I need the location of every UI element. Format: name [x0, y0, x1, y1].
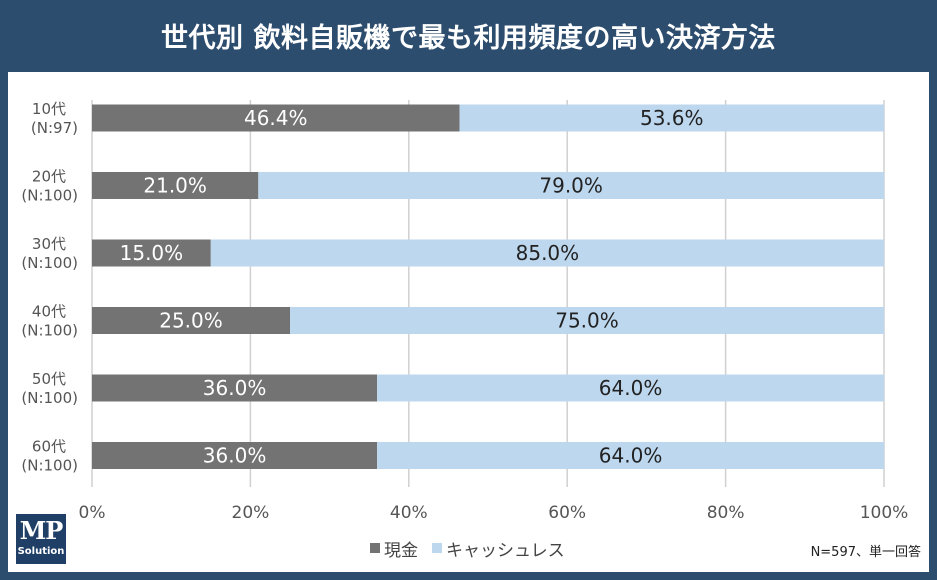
legend: 現金 キャッシュレス	[370, 536, 565, 561]
legend-label-cashless: キャッシュレス	[446, 540, 565, 561]
legend-swatch-cashless	[432, 543, 442, 553]
x-tick-label: 40%	[390, 503, 428, 523]
bar-segment	[459, 104, 884, 132]
category-label-line1: 40代	[32, 303, 66, 321]
x-tick-labels: 0% 20% 40% 60% 80% 100%	[79, 503, 909, 523]
bar-segment	[377, 442, 884, 469]
data-label: 15.0%	[120, 241, 184, 265]
category-label-line1: 60代	[32, 438, 66, 456]
category-label-line1: 30代	[32, 235, 66, 253]
x-tick-label: 60%	[548, 503, 586, 523]
category-label-line2: (N:100)	[21, 322, 78, 340]
category-label-line1: 50代	[32, 370, 66, 388]
logo-text-solution: Solution	[17, 546, 65, 557]
legend-swatch-cash	[370, 543, 380, 553]
legend-label-cash: 現金	[384, 540, 418, 561]
category-label-line2: (N:97)	[31, 119, 78, 137]
category-label-line2: (N:100)	[21, 254, 78, 272]
data-label: 64.0%	[599, 444, 663, 468]
data-label: 53.6%	[640, 106, 704, 130]
logo-text-mp: MP	[19, 516, 64, 545]
category-label-line1: 20代	[32, 168, 66, 186]
bar-segment	[92, 307, 290, 334]
data-labels: 46.4% 53.6% 21.0% 79.0% 15.0% 85.0% 25.0% 75.0%…	[120, 106, 704, 468]
category-label-line2: (N:100)	[21, 389, 78, 407]
data-label: 75.0%	[555, 309, 619, 333]
mp-solution-logo: MP Solution	[16, 514, 66, 564]
data-label: 79.0%	[539, 174, 603, 198]
data-label: 21.0%	[143, 174, 207, 198]
chart-title: 世代別 飲料自販機で最も利用頻度の高い決済方法	[161, 22, 776, 54]
x-tick-label: 100%	[860, 503, 909, 523]
data-label: 36.0%	[203, 444, 267, 468]
data-label: 25.0%	[159, 309, 223, 333]
data-label: 46.4%	[244, 106, 308, 130]
bar-segment	[92, 239, 211, 267]
bar-segment	[290, 307, 884, 334]
x-tick-label: 80%	[707, 503, 745, 523]
x-tick-label: 20%	[232, 503, 270, 523]
legend-item-cash: 現金	[370, 536, 418, 561]
sample-note: N=597、単一回答	[810, 545, 921, 560]
bar-segment	[210, 239, 885, 267]
category-label-line2: (N:100)	[21, 187, 78, 205]
legend-item-cashless: キャッシュレス	[432, 536, 565, 561]
x-tick-label: 0%	[79, 503, 106, 523]
category-labels: 10代(N:97)20代(N:100)30代(N:100)40代(N:100)5…	[21, 100, 78, 475]
bars	[92, 104, 885, 469]
data-label: 36.0%	[203, 376, 267, 400]
grid-lines	[91, 100, 885, 487]
bar-segment	[92, 442, 378, 469]
bar-segment	[377, 374, 884, 402]
bar-segment	[92, 104, 460, 132]
bar-segment	[92, 172, 259, 199]
category-label-line1: 10代	[32, 100, 66, 118]
bar-segment	[92, 374, 378, 402]
bar-segment	[258, 172, 884, 199]
category-label-line2: (N:100)	[21, 457, 78, 475]
data-label: 64.0%	[599, 376, 663, 400]
data-label: 85.0%	[516, 241, 580, 265]
